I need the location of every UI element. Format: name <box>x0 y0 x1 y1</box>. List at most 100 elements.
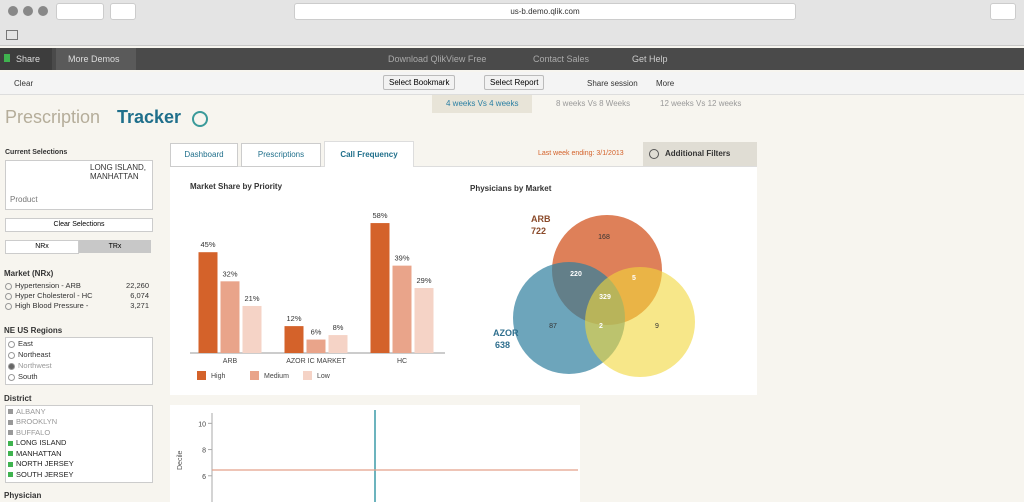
window-button[interactable] <box>23 6 33 16</box>
toggle[interactable]: TRx <box>79 240 151 253</box>
browser-bar: us-b.demo.qlik.com <box>0 0 1024 46</box>
nav-item[interactable]: Contact Sales <box>533 54 590 64</box>
app-title: Prescription <box>5 107 101 127</box>
bar <box>198 252 218 353</box>
window-button[interactable] <box>8 6 18 16</box>
set-total: 638 <box>495 340 510 350</box>
legend-label: Low <box>317 373 331 380</box>
market-name: Hypertension - ARB <box>15 281 81 290</box>
toolbar-button[interactable]: Select Report <box>484 75 545 90</box>
legend-label: High <box>211 373 226 380</box>
radio <box>5 292 12 300</box>
data-label: 8% <box>333 323 344 332</box>
district-row[interactable]: LONG ISLAND <box>6 438 152 448</box>
set-name: AZOR <box>493 328 519 338</box>
set-total: 722 <box>531 226 546 236</box>
bar <box>242 305 262 353</box>
market-row[interactable]: High Blood Pressure - 3,271 <box>5 301 151 311</box>
section-title: NE US Regions <box>4 326 63 335</box>
region-count: 5 <box>632 275 636 282</box>
region-count: 220 <box>570 271 582 278</box>
district-row[interactable]: ALBANY <box>6 407 152 417</box>
region-row[interactable]: South <box>6 372 152 382</box>
status <box>8 430 13 436</box>
district-name: LONG ISLAND <box>16 438 67 447</box>
data-label: 45% <box>200 240 215 249</box>
axis-label: Decile <box>177 450 184 470</box>
filters-label: Additional Filters <box>665 149 731 158</box>
filters-button[interactable]: Additional Filters <box>643 142 757 166</box>
toolbar-button[interactable]: Select Bookmark <box>383 75 456 90</box>
toolbar-button[interactable]: More <box>656 79 675 88</box>
radio <box>8 362 15 370</box>
toolbar-button[interactable]: Share session <box>587 79 638 88</box>
section-title: Market (NRx) <box>4 269 54 278</box>
region-row[interactable]: Northwest <box>6 361 152 371</box>
window-button[interactable] <box>38 6 48 16</box>
nav-item[interactable]: More Demos <box>68 54 120 64</box>
market-value: 22,260 <box>126 281 149 290</box>
district-row[interactable]: MANHATTAN <box>6 449 152 459</box>
market-row[interactable]: Hypertension - ARB 22,260 <box>5 281 151 291</box>
district-row[interactable]: BROOKLYN <box>6 417 152 427</box>
clear-selections[interactable]: Clear Selections <box>5 218 153 232</box>
district-name: BROOKLYN <box>16 417 58 426</box>
nav-buttons[interactable] <box>56 3 104 20</box>
district-name: ALBANY <box>16 406 46 416</box>
region-count: 168 <box>598 234 610 241</box>
period-tab[interactable]: 8 weeks Vs 8 Weeks <box>556 99 631 108</box>
region-row[interactable]: East <box>6 339 152 349</box>
bar <box>392 265 412 353</box>
region-name: South <box>18 372 38 381</box>
region-name: East <box>18 339 34 348</box>
y-tick-label: 8 <box>202 448 206 455</box>
share-icon <box>4 54 10 62</box>
sidebar-button[interactable] <box>110 3 136 20</box>
legend-swatch <box>197 371 206 380</box>
nav-item[interactable]: Get Help <box>632 54 668 64</box>
status <box>8 419 13 425</box>
tab[interactable]: Prescriptions <box>241 143 321 167</box>
period-tab[interactable]: 4 weeks Vs 4 weeks <box>446 99 519 108</box>
data-label: 58% <box>372 211 387 220</box>
district-row[interactable]: NORTH JERSEY <box>6 459 152 469</box>
venn-circle <box>585 267 695 377</box>
bar <box>284 326 304 353</box>
nav-item[interactable]: Download QlikView Free <box>388 54 487 64</box>
bar <box>414 288 434 353</box>
radio <box>8 340 15 348</box>
district-row[interactable]: BUFFALO <box>6 428 152 438</box>
grid-icon[interactable] <box>6 30 18 40</box>
region-count: 87 <box>549 323 557 330</box>
nav-item[interactable]: Share <box>16 54 41 64</box>
bar <box>370 223 390 353</box>
tab-active[interactable]: Call Frequency <box>324 141 414 168</box>
share-button[interactable] <box>990 3 1016 20</box>
region-count: 9 <box>655 323 659 330</box>
region-count: 329 <box>599 294 611 301</box>
clear-button[interactable]: Clear <box>14 79 34 88</box>
region-count: 2 <box>599 323 603 330</box>
market-value: 6,074 <box>130 291 149 300</box>
data-label: 6% <box>311 328 322 337</box>
market-value: 3,271 <box>130 301 149 310</box>
search-icon[interactable] <box>192 111 208 127</box>
chart-title: Physicians by Market <box>470 184 552 193</box>
market-row[interactable]: Hyper Cholesterol - HC 6,074 <box>5 291 151 301</box>
region-list: East Northeast Northwest South <box>5 337 153 385</box>
legend-swatch <box>303 371 312 380</box>
tab[interactable]: Dashboard <box>170 143 238 167</box>
market-list: Hypertension - ARB 22,260 Hyper Cholestero… <box>5 281 151 311</box>
period-tab-active[interactable] <box>432 95 532 113</box>
selection-field: Product <box>10 195 38 204</box>
period-tab[interactable]: 12 weeks Vs 12 weeks <box>660 99 742 108</box>
district-row[interactable]: SOUTH JERSEY <box>6 470 152 480</box>
bar <box>306 339 326 353</box>
toggle[interactable]: NRx <box>5 240 79 254</box>
region-name: Northeast <box>18 350 51 359</box>
chart-title: Market Share by Priority <box>190 182 283 191</box>
region-row[interactable]: Northeast <box>6 350 152 360</box>
url-bar[interactable]: us-b.demo.qlik.com <box>294 3 796 20</box>
data-label: 39% <box>394 254 409 263</box>
